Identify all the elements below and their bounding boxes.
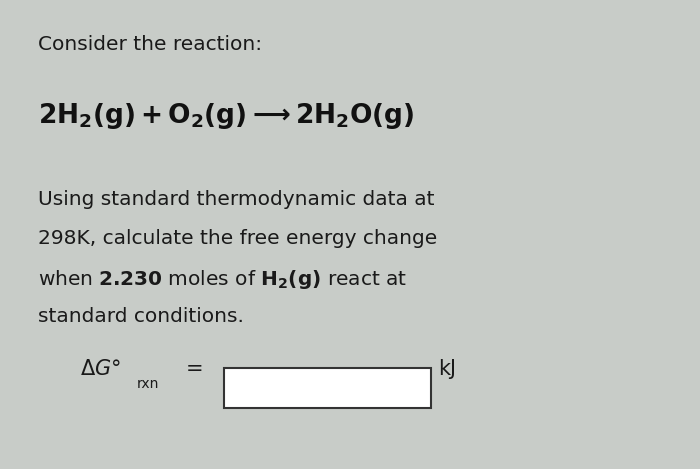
Text: rxn: rxn [137, 377, 160, 391]
Text: 298K, calculate the free energy change: 298K, calculate the free energy change [38, 229, 437, 248]
Text: $\Delta G°$: $\Delta G°$ [80, 359, 122, 379]
Text: standard conditions.: standard conditions. [38, 307, 244, 326]
Text: =: = [186, 359, 203, 379]
Text: when $\mathbf{2.230}$ moles of $\mathbf{H_2(g)}$ react at: when $\mathbf{2.230}$ moles of $\mathbf{… [38, 268, 407, 291]
Text: Using standard thermodynamic data at: Using standard thermodynamic data at [38, 190, 435, 209]
FancyBboxPatch shape [224, 368, 430, 408]
Text: kJ: kJ [438, 359, 456, 379]
Text: $\mathbf{2H_2(g) + O_2(g){\longrightarrow}2H_2O(g)}$: $\mathbf{2H_2(g) + O_2(g){\longrightarro… [38, 101, 415, 131]
Text: Consider the reaction:: Consider the reaction: [38, 35, 262, 54]
